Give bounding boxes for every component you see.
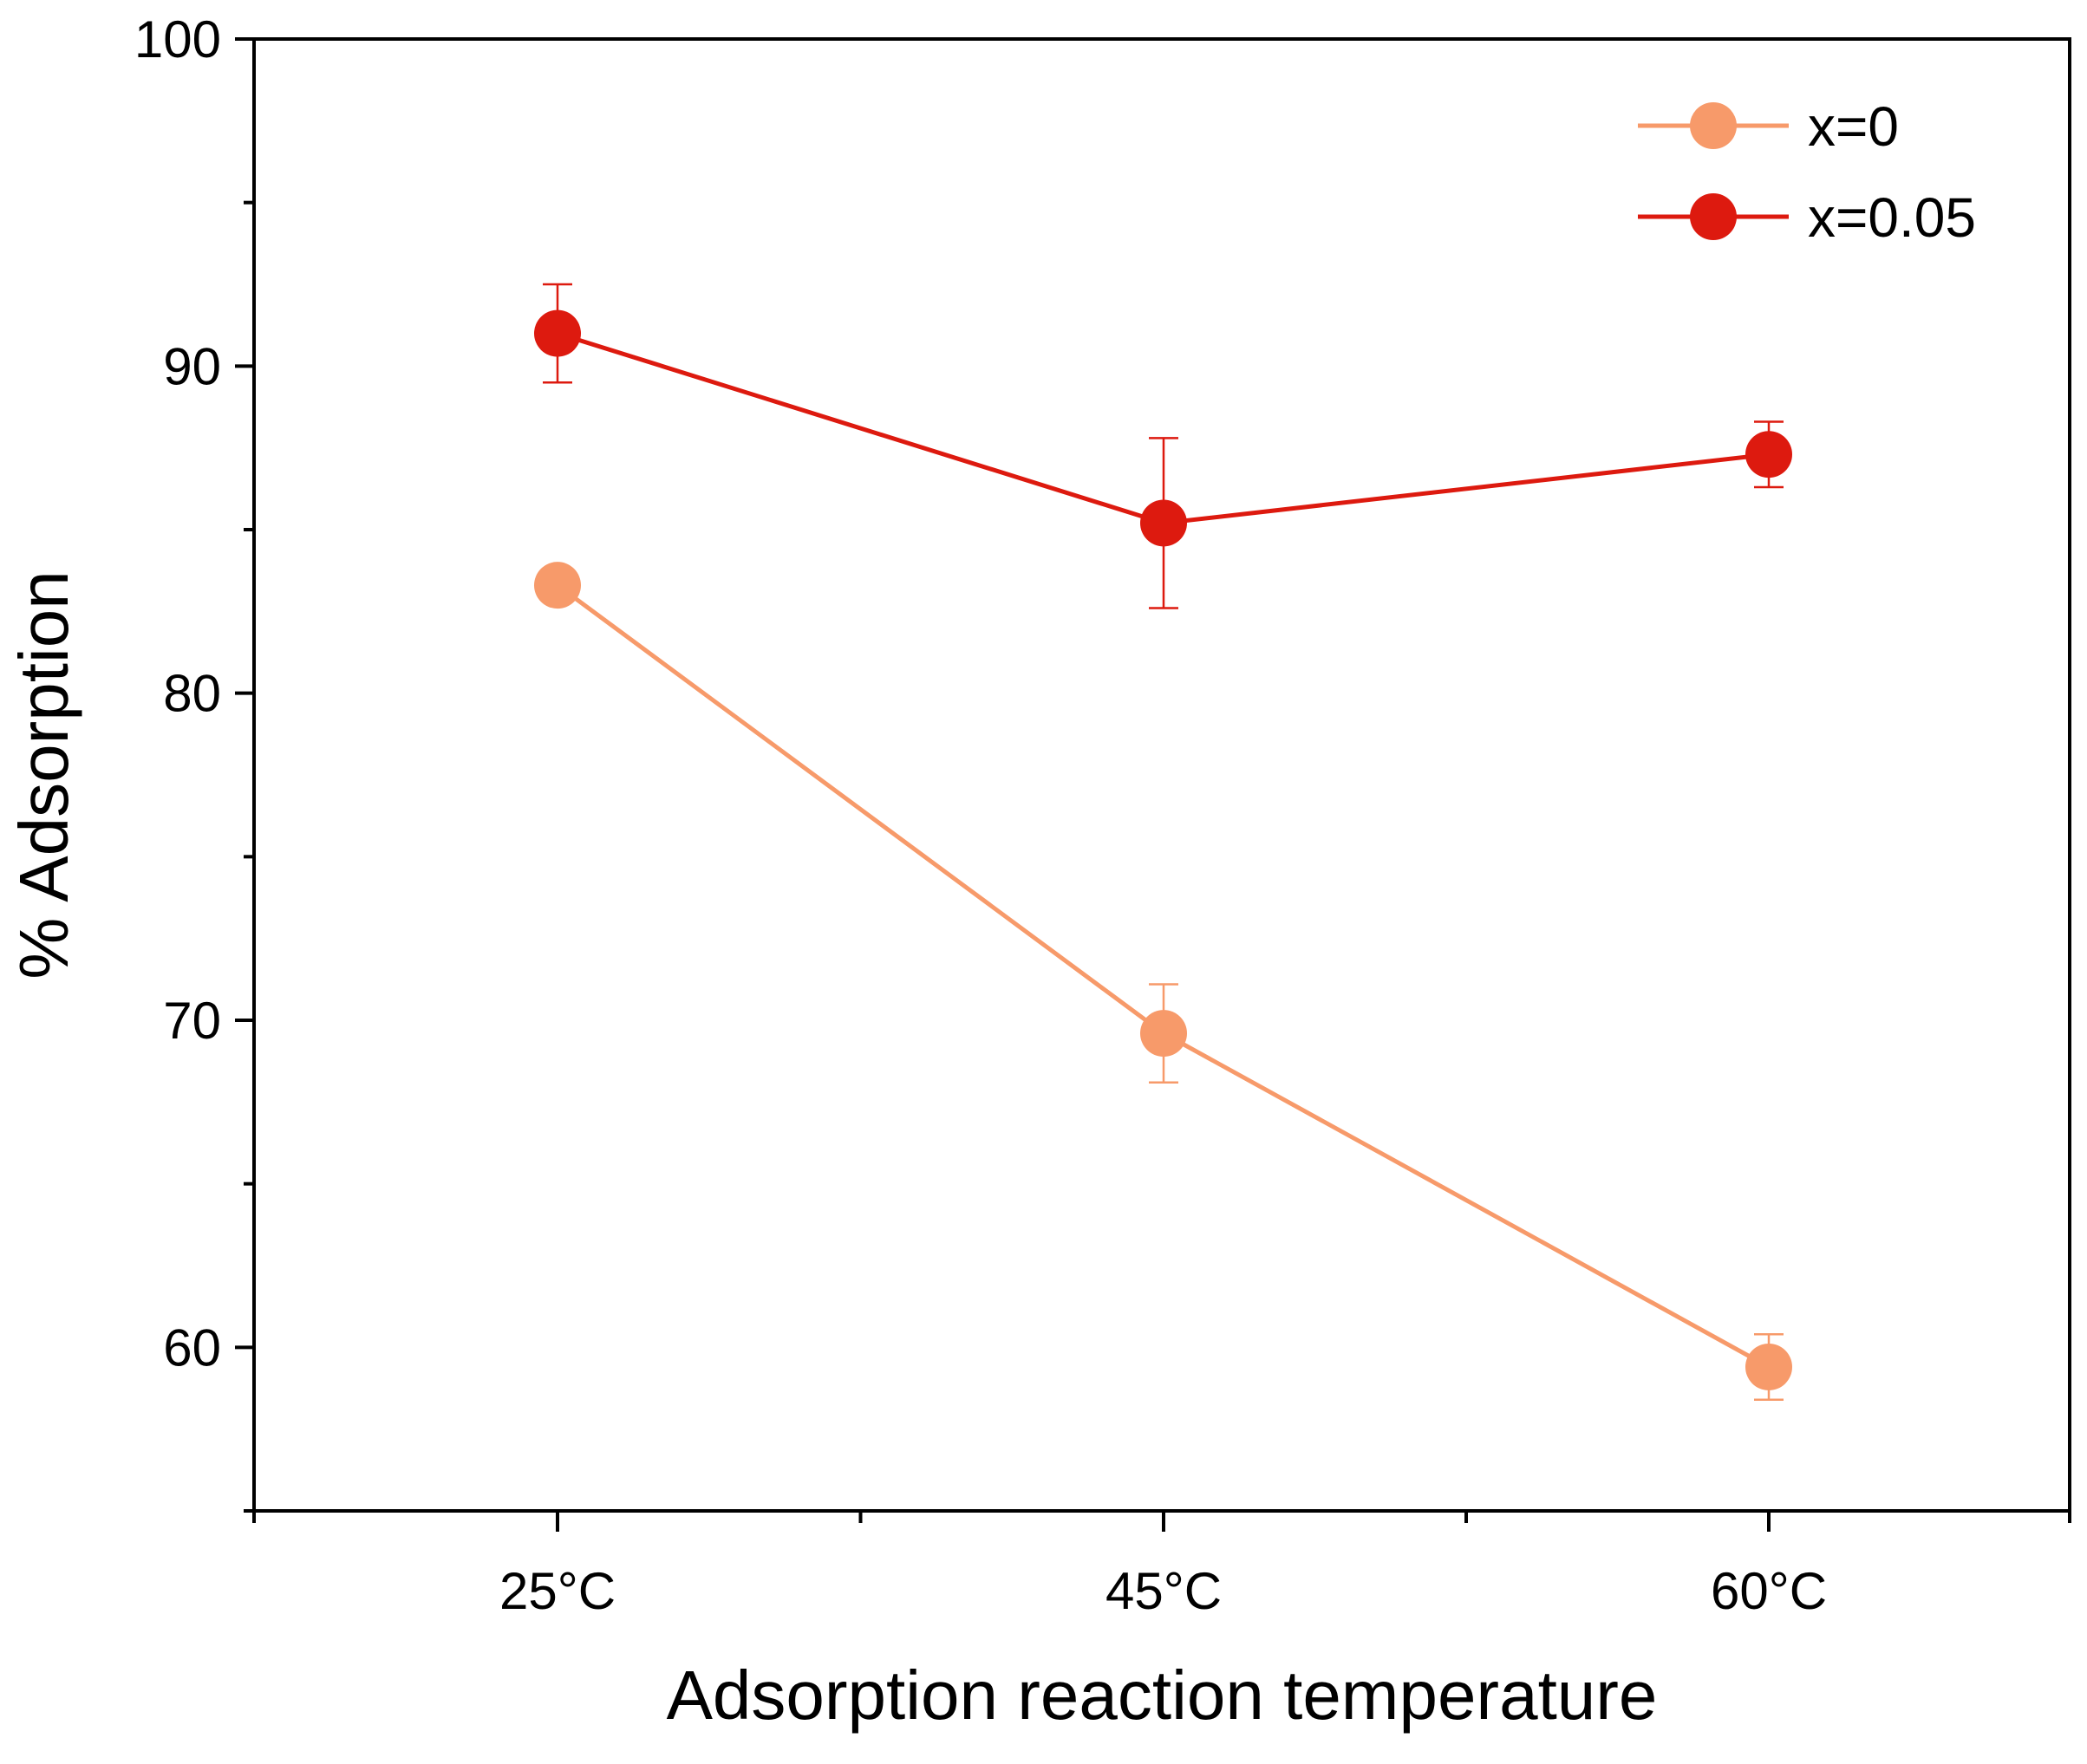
series-line xyxy=(556,583,1771,1370)
x-axis-title: Adsorption reaction temperature xyxy=(667,1657,1658,1734)
data-point xyxy=(534,309,581,357)
y-tick-label: 80 xyxy=(163,665,221,723)
legend-marker xyxy=(1690,193,1737,240)
series-layer xyxy=(534,283,1792,1401)
y-tick-label: 60 xyxy=(163,1318,221,1377)
data-point xyxy=(1140,499,1187,547)
legend-label: x=0.05 xyxy=(1808,186,1976,249)
legend-marker xyxy=(1690,102,1737,149)
y-tick-label: 70 xyxy=(163,992,221,1050)
data-point xyxy=(1140,1010,1187,1058)
series-x=0 xyxy=(534,562,1792,1401)
data-point xyxy=(534,562,581,609)
y-tick-label: 100 xyxy=(134,10,221,68)
legend-item: x=0 xyxy=(1638,95,1899,158)
y-axis-title: % Adsorption xyxy=(5,570,82,979)
data-point xyxy=(1745,1343,1792,1390)
data-point xyxy=(1745,431,1792,478)
plot-border xyxy=(252,37,2071,1513)
legend: x=0 x=0.05 xyxy=(1638,95,1976,249)
y-axis: 60 70 80 90 100 xyxy=(134,10,254,1513)
y-tick-label: 90 xyxy=(163,337,221,395)
series-x=0.05 xyxy=(534,283,1792,609)
x-tick-label: 60°C xyxy=(1711,1562,1827,1620)
x-tick-label: 45°C xyxy=(1105,1562,1222,1620)
legend-label: x=0 xyxy=(1808,95,1899,158)
x-axis: 25°C 45°C 60°C xyxy=(252,1511,2071,1620)
legend-item: x=0.05 xyxy=(1638,186,1976,249)
x-tick-label: 25°C xyxy=(499,1562,616,1620)
plot-frame xyxy=(252,37,2071,1513)
